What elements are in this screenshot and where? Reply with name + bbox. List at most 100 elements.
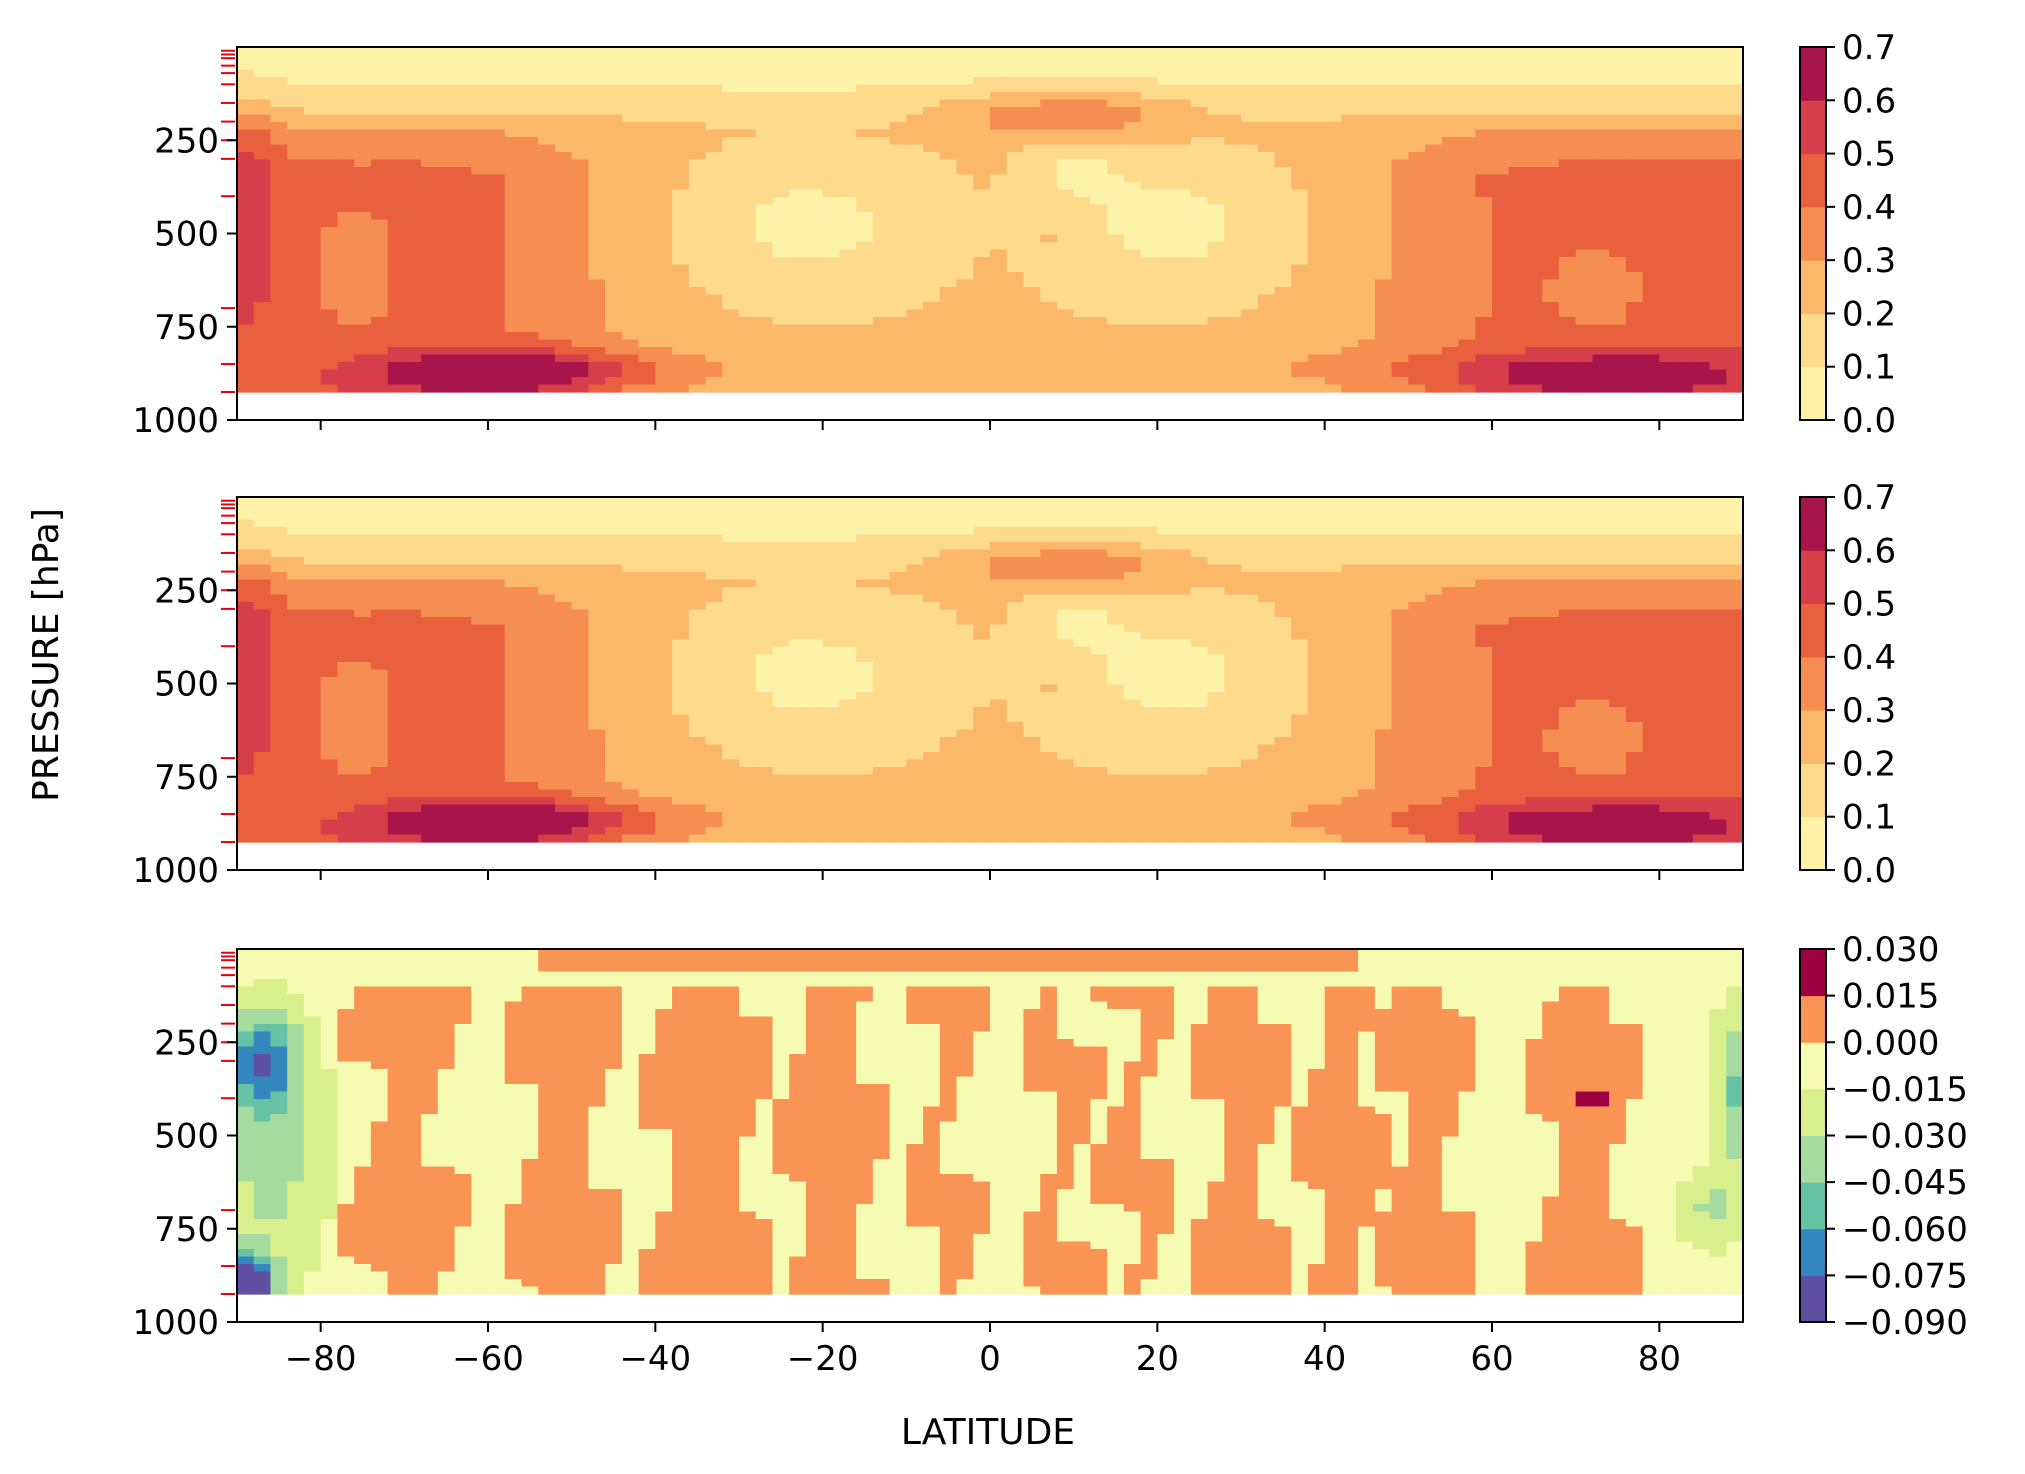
heatmap-cell (1324, 377, 1342, 386)
heatmap-cell (1241, 62, 1259, 71)
heatmap-cell (538, 204, 556, 213)
heatmap-cell (1475, 234, 1493, 243)
heatmap-cell (337, 219, 355, 228)
heatmap-cell (488, 324, 506, 333)
heatmap-cell (1123, 249, 1142, 258)
heatmap-cell (1609, 159, 1627, 168)
heatmap-cell (1508, 84, 1527, 93)
heatmap-cell (1642, 347, 1660, 356)
heatmap-cell (1341, 332, 1359, 341)
heatmap-cell (270, 212, 288, 221)
heatmap-cell (1107, 77, 1125, 86)
heatmap-cell (705, 174, 723, 183)
heatmap-cell (1408, 542, 1426, 551)
heatmap-cell (1475, 272, 1493, 281)
heatmap-cell (437, 54, 456, 63)
heatmap-cell (1174, 302, 1192, 311)
heatmap-cell (1709, 137, 1727, 146)
heatmap-cell (1458, 362, 1476, 371)
heatmap-cell (1642, 47, 1660, 56)
heatmap-cell (1358, 527, 1376, 536)
heatmap-cell (1508, 534, 1527, 543)
colorbar-tick-label: 0.4 (1842, 188, 1896, 228)
heatmap-cell (1726, 542, 1744, 551)
heatmap-cell (1408, 159, 1426, 168)
heatmap-cell (1274, 197, 1292, 206)
heatmap-cell (1056, 512, 1075, 521)
heatmap-cell (822, 92, 840, 101)
heatmap-cell (1174, 189, 1192, 198)
heatmap-cell (354, 557, 372, 566)
heatmap-cell (1508, 362, 1527, 371)
heatmap-cell (320, 62, 338, 71)
heatmap-cell (672, 542, 690, 551)
heatmap-cell (1575, 249, 1593, 258)
heatmap-cell (1274, 122, 1292, 131)
heatmap-cell (287, 47, 305, 56)
heatmap-cell (1123, 317, 1142, 326)
heatmap-cell (1709, 77, 1727, 86)
heatmap-cell (1609, 309, 1627, 318)
heatmap-cell (672, 534, 690, 543)
heatmap-cell (337, 369, 355, 378)
heatmap-cell (554, 159, 573, 168)
heatmap-cell (872, 204, 891, 213)
heatmap-cell (1190, 302, 1209, 311)
heatmap-cell (755, 377, 774, 386)
heatmap-cell (1542, 189, 1560, 198)
heatmap-cell (1659, 92, 1677, 101)
heatmap-cell (789, 204, 807, 213)
heatmap-cell (1441, 534, 1460, 543)
heatmap-cell (1508, 137, 1527, 146)
heatmap-cell (1006, 189, 1025, 198)
heatmap-cell (1508, 152, 1527, 161)
heatmap-cell (1676, 332, 1694, 341)
heatmap-cell (1709, 527, 1727, 536)
heatmap-cell (237, 144, 255, 153)
heatmap-cell (1575, 137, 1593, 146)
heatmap-cell (872, 69, 891, 78)
heatmap-cell (1174, 152, 1192, 161)
heatmap-cell (1174, 354, 1192, 363)
heatmap-cell (872, 99, 891, 108)
heatmap-cell (1525, 159, 1543, 168)
heatmap-cell (454, 77, 472, 86)
heatmap-cell (571, 384, 589, 393)
heatmap-cell (588, 242, 606, 251)
heatmap-cell (1692, 182, 1711, 191)
heatmap-cell (789, 242, 807, 251)
heatmap-cell (1676, 137, 1694, 146)
heatmap-cell (688, 137, 707, 146)
heatmap-cell (1006, 339, 1025, 348)
heatmap-cell (772, 294, 790, 303)
heatmap-cell (1307, 302, 1326, 311)
heatmap-cell (1408, 264, 1426, 273)
heatmap-cell (889, 174, 907, 183)
heatmap-cell (672, 122, 690, 131)
heatmap-cell (1692, 272, 1711, 281)
heatmap-cell (538, 182, 556, 191)
heatmap-cell (1374, 279, 1393, 288)
heatmap-cell (655, 92, 673, 101)
heatmap-cell (1224, 99, 1242, 108)
heatmap-cell (1558, 197, 1577, 206)
heatmap-cell (722, 264, 740, 273)
heatmap-cell (488, 152, 506, 161)
heatmap-cell (1592, 219, 1610, 228)
heatmap-cell (387, 332, 405, 341)
heatmap-cell (1625, 212, 1644, 221)
heatmap-cell (1140, 324, 1158, 333)
heatmap-cell (387, 549, 405, 558)
heatmap-cell (1140, 384, 1158, 393)
heatmap-cell (638, 504, 656, 513)
heatmap-cell (1408, 129, 1426, 138)
heatmap-cell (839, 377, 857, 386)
heatmap-cell (1642, 377, 1660, 386)
heatmap-cell (688, 542, 707, 551)
heatmap-cell (973, 257, 991, 266)
heatmap-cell (755, 107, 774, 116)
heatmap-cell (253, 197, 272, 206)
heatmap-cell (688, 84, 707, 93)
heatmap-cell (1174, 197, 1192, 206)
